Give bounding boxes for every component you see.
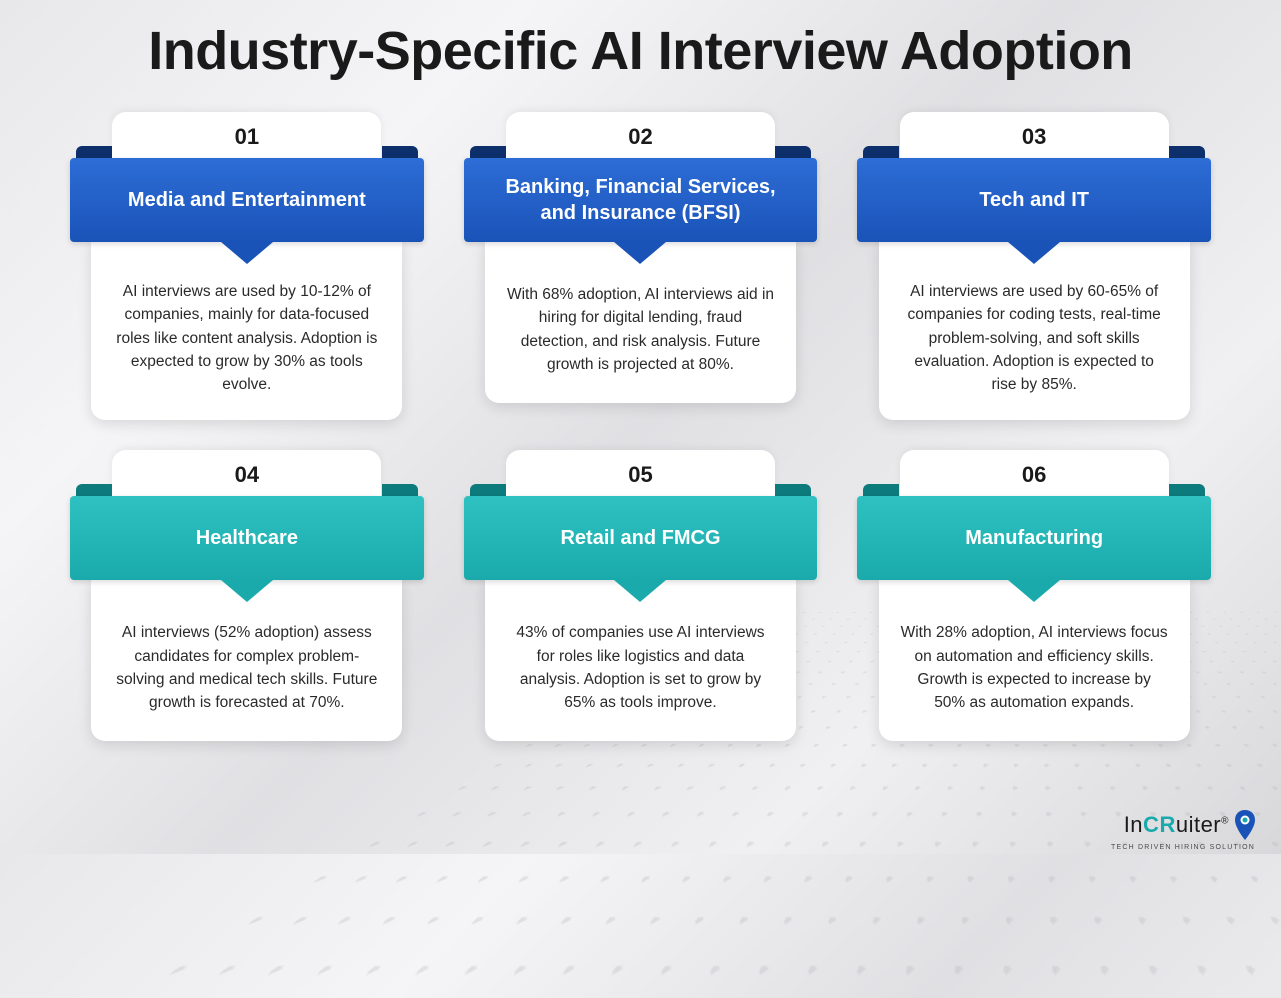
location-pin-icon [1233,810,1257,840]
card-title-banner: Retail and FMCG [464,496,818,580]
card-retail-fmcg: 05 Retail and FMCG 43% of companies use … [464,450,818,758]
logo-suffix: uiter [1176,812,1221,837]
card-title-banner: Tech and IT [857,158,1211,242]
logo-prefix: In [1124,812,1143,837]
logo-text: InCRuiter® [1124,812,1229,838]
banner-wrap: Retail and FMCG [464,496,818,580]
card-body: AI interviews are used by 60-65% of comp… [879,238,1190,420]
logo-accent-c: C [1143,812,1159,837]
card-title-banner: Banking, Financial Services, and Insuran… [464,158,818,242]
logo-tagline: TECH DRIVEN HIRING SOLUTION [1111,844,1255,851]
banner-wrap: Tech and IT [857,158,1211,242]
page-title: Industry-Specific AI Interview Adoption [0,0,1281,82]
card-tech-it: 03 Tech and IT AI interviews are used by… [857,112,1211,420]
card-healthcare: 04 Healthcare AI interviews (52% adoptio… [70,450,424,758]
card-title-banner: Healthcare [70,496,424,580]
card-number: 02 [506,112,775,158]
banner-wrap: Media and Entertainment [70,158,424,242]
cards-grid: 01 Media and Entertainment AI interviews… [0,82,1281,789]
logo-accent-r: R [1159,812,1175,837]
card-title-banner: Media and Entertainment [70,158,424,242]
card-number: 04 [112,450,381,496]
card-body: AI interviews are used by 10-12% of comp… [91,238,402,420]
banner-wrap: Healthcare [70,496,424,580]
card-number: 03 [900,112,1169,158]
card-bfsi: 02 Banking, Financial Services, and Insu… [464,112,818,420]
incruiter-logo: InCRuiter® TECH DRIVEN HIRING SOLUTION [1124,810,1257,840]
card-manufacturing: 06 Manufacturing With 28% adoption, AI i… [857,450,1211,758]
registered-icon: ® [1221,816,1229,827]
card-number: 05 [506,450,775,496]
card-number: 06 [900,450,1169,496]
card-number: 01 [112,112,381,158]
card-title-banner: Manufacturing [857,496,1211,580]
banner-wrap: Banking, Financial Services, and Insuran… [464,158,818,242]
banner-wrap: Manufacturing [857,496,1211,580]
card-media-entertainment: 01 Media and Entertainment AI interviews… [70,112,424,420]
